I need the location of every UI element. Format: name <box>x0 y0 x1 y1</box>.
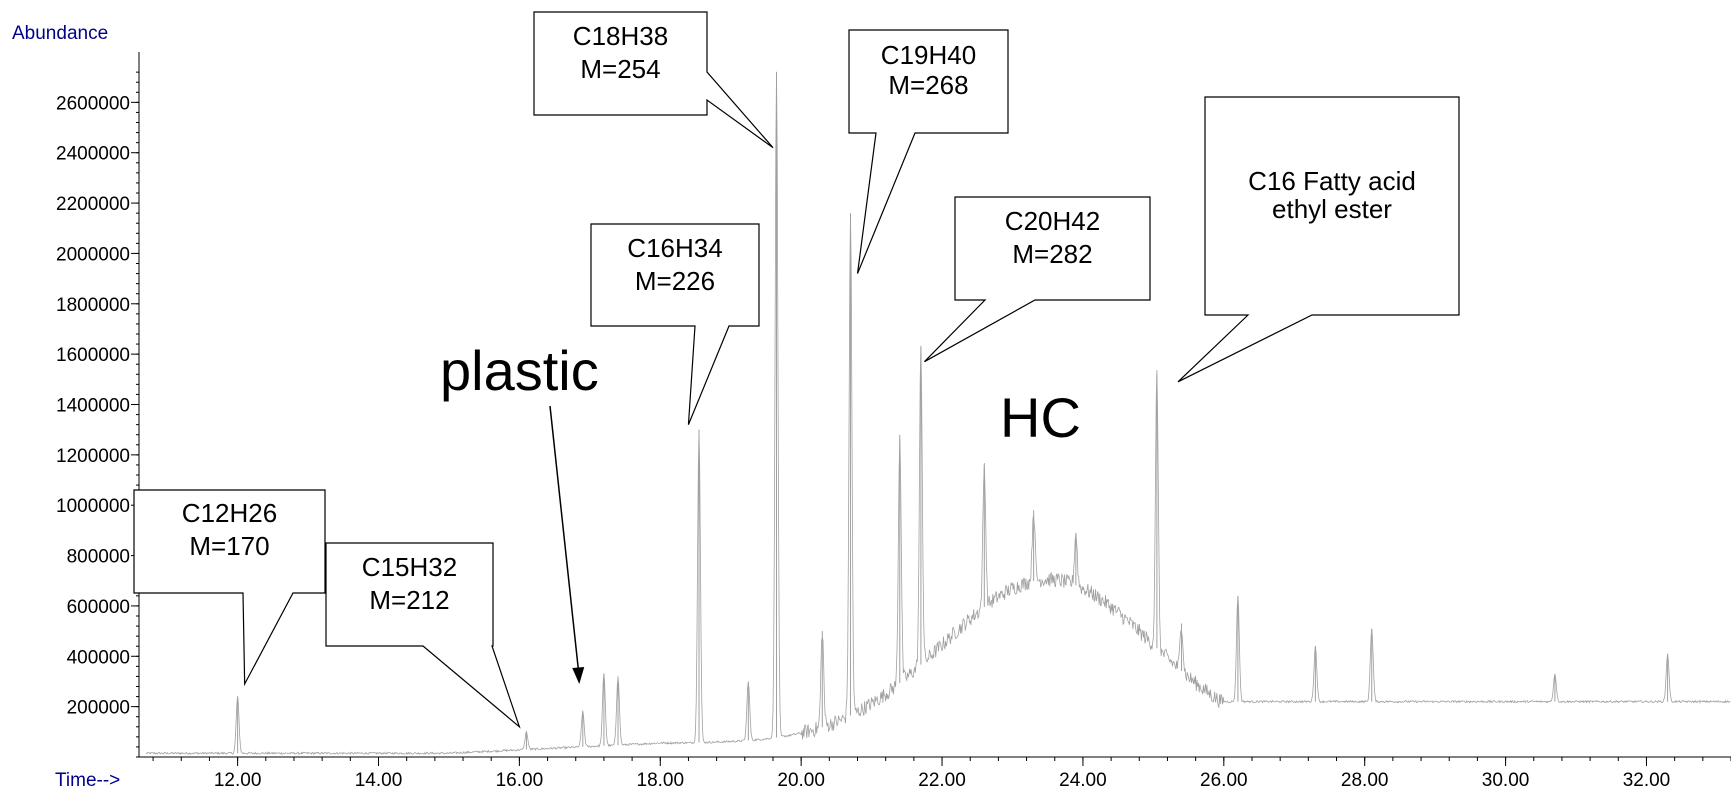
y-tick-label: 1600000 <box>56 345 130 366</box>
x-tick-label: 12.00 <box>214 770 262 789</box>
y-tick-label: 600000 <box>67 597 130 618</box>
annotations: C12H26M=170C15H32M=212C16H34M=226C18H38M… <box>133 11 1460 729</box>
annotation-callout: HC <box>1000 386 1081 449</box>
y-tick-label: 1000000 <box>56 496 130 517</box>
callout-box <box>133 489 326 687</box>
x-tick-label: 20.00 <box>777 770 825 789</box>
plot-area <box>145 71 1731 756</box>
callout-label: C16 Fatty acid <box>1248 166 1416 196</box>
callout-label: C15H32 <box>362 552 457 582</box>
callout-label: M=254 <box>580 54 660 84</box>
callout-label: M=268 <box>888 70 968 100</box>
y-tick-label: 1200000 <box>56 446 130 467</box>
callout-box <box>1177 96 1460 383</box>
callout-label: C12H26 <box>182 498 277 528</box>
x-axis-label: Time--> <box>55 770 120 789</box>
y-tick-label: 400000 <box>67 647 130 668</box>
y-tick-label: 1400000 <box>56 396 130 417</box>
chromatogram-trace <box>145 71 1731 756</box>
callout-box <box>924 196 1151 363</box>
arrowhead-icon <box>572 666 585 684</box>
callout-box <box>848 29 1009 274</box>
callout-box <box>325 542 521 729</box>
x-tick-label: 16.00 <box>496 770 544 789</box>
plastic-arrow <box>549 405 581 679</box>
plastic-label: plastic <box>440 339 599 402</box>
x-tick-label: 28.00 <box>1341 770 1389 789</box>
callout-label: M=170 <box>189 531 269 561</box>
callout-label: C20H42 <box>1005 206 1100 236</box>
x-tick-label: 24.00 <box>1059 770 1107 789</box>
callout-label: M=212 <box>369 585 449 615</box>
callout-label: ethyl ester <box>1272 194 1392 224</box>
y-tick-label: 2200000 <box>56 194 130 215</box>
axes: 200000 400000 600000 800000 1000000 1200000 14… <box>56 52 1731 789</box>
x-tick-label: 22.00 <box>918 770 966 789</box>
x-tick-label: 18.00 <box>637 770 685 789</box>
y-tick-label: 1800000 <box>56 295 130 316</box>
callout-box <box>590 223 760 425</box>
y-tick-label: 2600000 <box>56 93 130 114</box>
x-tick-label: 32.00 <box>1623 770 1671 789</box>
annotation-callout: plastic <box>440 339 599 684</box>
x-tick-label: 14.00 <box>355 770 403 789</box>
y-tick-label: 2400000 <box>56 144 130 165</box>
callout-label: C18H38 <box>573 21 668 51</box>
x-tick-label: 30.00 <box>1482 770 1530 789</box>
y-tick-label: 200000 <box>67 698 130 719</box>
callout-label: M=226 <box>635 266 715 296</box>
callout-box <box>533 11 774 149</box>
y-axis-label: Abundance <box>12 23 108 44</box>
callout-label: C19H40 <box>881 40 976 70</box>
x-tick-label: 26.00 <box>1200 770 1248 789</box>
y-tick-label: 2000000 <box>56 244 130 265</box>
callout-label: M=282 <box>1012 239 1092 269</box>
callout-label: C16H34 <box>627 233 722 263</box>
y-tick-label: 800000 <box>67 547 130 568</box>
hc-label: HC <box>1000 386 1081 449</box>
